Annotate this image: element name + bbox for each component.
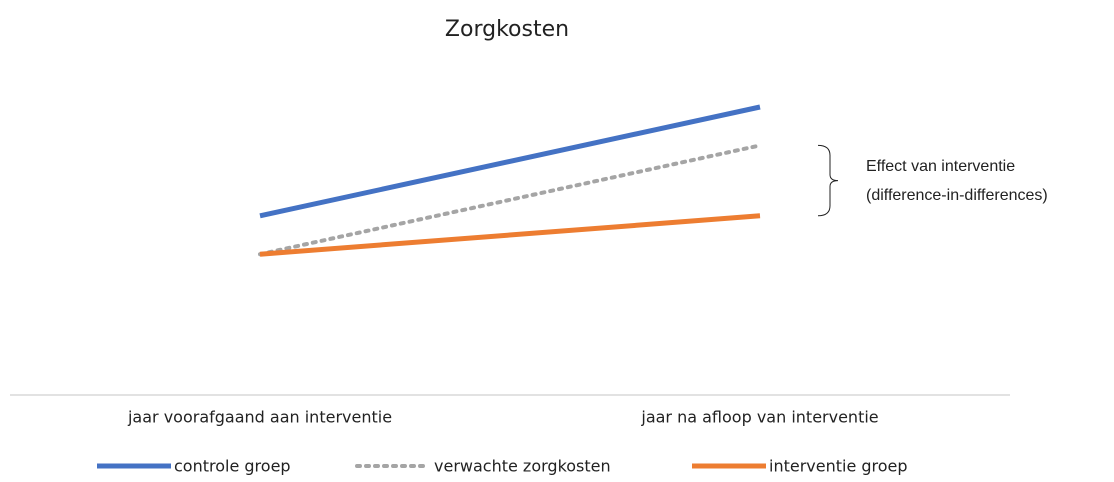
x-tick-label: jaar voorafgaand aan interventie — [127, 408, 392, 427]
chart-title: Zorgkosten — [445, 17, 569, 42]
annotation: Effect van interventie — [866, 158, 1015, 175]
series-line — [259, 104, 761, 219]
x-tick-label: jaar na afloop van interventie — [640, 408, 878, 427]
legend-label: interventie groep — [769, 457, 908, 476]
legend-label: verwachte zorgkosten — [434, 457, 611, 476]
series-line — [258, 143, 762, 257]
brace — [817, 144, 839, 217]
series-line — [259, 213, 761, 257]
annotation: (difference-in-differences) — [866, 187, 1048, 204]
legend-label: controle groep — [174, 457, 291, 476]
